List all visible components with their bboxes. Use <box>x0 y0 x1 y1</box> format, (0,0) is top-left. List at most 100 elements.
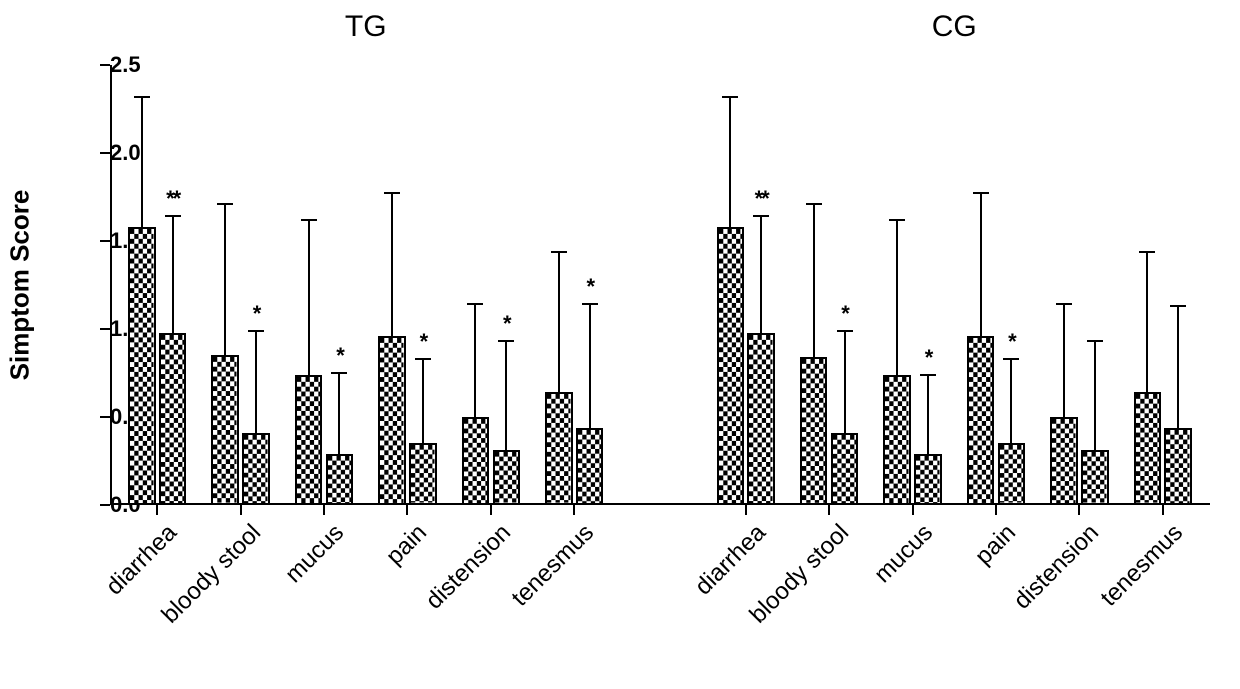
bar <box>545 392 573 505</box>
error-bar-cap <box>301 219 317 221</box>
x-tick-mark <box>1162 505 1164 515</box>
x-tick-label: diarrhea <box>610 519 771 680</box>
error-bar-cap <box>837 330 853 332</box>
bar <box>493 450 521 505</box>
bar <box>128 227 156 505</box>
x-tick-label: tenesmus <box>1027 519 1188 680</box>
error-bar <box>1063 304 1065 417</box>
bar <box>1134 392 1162 505</box>
error-bar-cap <box>217 203 233 205</box>
y-tick-mark <box>100 64 110 66</box>
bar <box>211 355 239 505</box>
y-tick-label: 1.0 <box>110 316 118 342</box>
x-tick-mark <box>490 505 492 515</box>
bar <box>1050 417 1078 505</box>
error-bar-cap <box>1170 305 1186 307</box>
x-tick-label: diarrhea <box>22 519 183 680</box>
significance-marker: * <box>1008 329 1015 355</box>
error-bar <box>1094 341 1096 450</box>
bar <box>717 227 745 505</box>
error-bar <box>896 220 898 375</box>
significance-marker: * <box>841 301 848 327</box>
error-bar-cap <box>920 374 936 376</box>
error-bar-cap <box>722 96 738 98</box>
error-bar <box>474 304 476 417</box>
bar <box>998 443 1026 505</box>
bar <box>800 357 828 505</box>
x-tick-mark <box>995 505 997 515</box>
significance-marker: * <box>925 345 932 371</box>
bar <box>378 336 406 505</box>
error-bar-cap <box>467 303 483 305</box>
error-bar <box>729 97 731 227</box>
panel-title: CG <box>932 10 977 44</box>
error-bar <box>1177 306 1179 427</box>
chart-container: Simptom Score 0.00.51.01.52.02.5diarrhea… <box>0 0 1240 689</box>
x-tick-mark <box>573 505 575 515</box>
error-bar <box>338 373 340 454</box>
bar <box>242 433 270 505</box>
bar <box>1164 428 1192 505</box>
y-tick-label: 0.5 <box>110 404 118 430</box>
error-bar <box>589 304 591 427</box>
y-axis-label: Simptom Score <box>5 190 36 381</box>
error-bar <box>1146 252 1148 393</box>
significance-marker: * <box>503 311 510 337</box>
bar <box>747 333 775 505</box>
x-tick-label: distension <box>944 519 1105 680</box>
y-axis-line <box>110 65 112 505</box>
error-bar-cap <box>498 340 514 342</box>
significance-marker: * <box>420 329 427 355</box>
error-bar <box>391 193 393 336</box>
error-bar-cap <box>134 96 150 98</box>
y-tick-mark <box>100 152 110 154</box>
significance-marker: * <box>586 274 593 300</box>
plot-area: 0.00.51.01.52.02.5diarrheabloody stoolmu… <box>110 65 1210 505</box>
y-tick-mark <box>100 416 110 418</box>
error-bar-cap <box>1003 358 1019 360</box>
x-tick-mark <box>828 505 830 515</box>
y-tick-mark <box>100 504 110 506</box>
significance-marker: * <box>253 301 260 327</box>
x-tick-mark <box>406 505 408 515</box>
significance-marker: ** <box>755 186 768 212</box>
error-bar <box>760 216 762 332</box>
error-bar <box>813 204 815 357</box>
x-axis-line <box>110 503 1210 505</box>
y-tick-mark <box>100 240 110 242</box>
x-tick-label: pain <box>861 519 1022 680</box>
x-tick-label: bloody stool <box>105 519 266 680</box>
bar <box>967 336 995 505</box>
error-bar-cap <box>384 192 400 194</box>
error-bar-cap <box>973 192 989 194</box>
error-bar-cap <box>248 330 264 332</box>
x-tick-label: mucus <box>777 519 938 680</box>
bar <box>914 454 942 505</box>
error-bar-cap <box>1087 340 1103 342</box>
x-tick-mark <box>745 505 747 515</box>
x-tick-mark <box>156 505 158 515</box>
error-bar <box>844 331 846 433</box>
x-tick-label: tenesmus <box>439 519 600 680</box>
x-tick-mark <box>240 505 242 515</box>
panel-title: TG <box>345 10 387 44</box>
x-tick-label: distension <box>355 519 516 680</box>
bar <box>1081 450 1109 505</box>
error-bar <box>141 97 143 227</box>
error-bar-cap <box>582 303 598 305</box>
error-bar-cap <box>1139 251 1155 253</box>
bar <box>295 375 323 505</box>
error-bar-cap <box>753 215 769 217</box>
bar <box>576 428 604 505</box>
error-bar-cap <box>165 215 181 217</box>
error-bar <box>558 252 560 393</box>
significance-marker: * <box>336 343 343 369</box>
bar <box>409 443 437 505</box>
error-bar <box>422 359 424 443</box>
bar <box>159 333 187 505</box>
error-bar <box>980 193 982 336</box>
error-bar-cap <box>415 358 431 360</box>
error-bar <box>1010 359 1012 443</box>
error-bar <box>255 331 257 433</box>
error-bar-cap <box>551 251 567 253</box>
